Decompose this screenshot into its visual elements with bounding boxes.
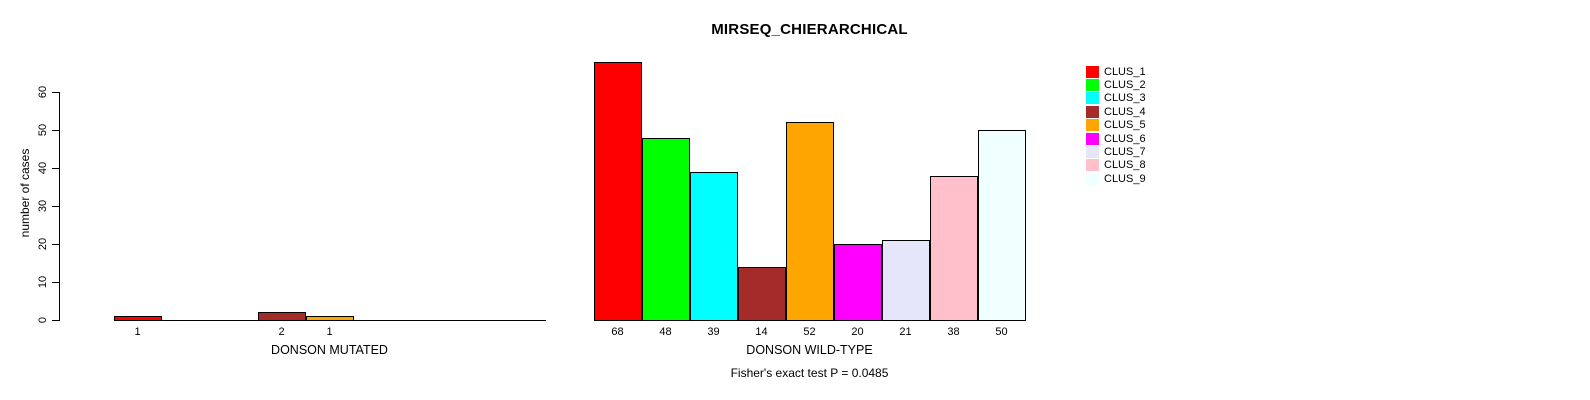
bar-clus_7-wild-type xyxy=(881,240,930,321)
bar-value-label: 1 xyxy=(326,326,333,338)
y-axis-title: number of cases xyxy=(18,148,32,238)
bar-clus_4-mutated xyxy=(257,312,306,321)
legend-label: CLUS_8 xyxy=(1104,159,1146,172)
legend-swatch-clus_5 xyxy=(1086,119,1099,132)
legend-swatch-clus_8 xyxy=(1086,159,1099,172)
chart-title: MIRSEQ_CHIERARCHICAL xyxy=(711,21,908,38)
y-axis-tick xyxy=(52,281,59,283)
legend-label: CLUS_1 xyxy=(1104,65,1146,78)
legend: CLUS_1 CLUS_2 CLUS_3 CLUS_4 CLUS_5 CLUS_6 CLUS… xyxy=(1086,65,1146,186)
bar-value-label: 38 xyxy=(947,326,960,338)
y-axis-tick xyxy=(52,167,59,169)
y-axis-tick xyxy=(52,91,59,93)
y-axis-tick-label: 0 xyxy=(37,316,49,324)
legend-label: CLUS_4 xyxy=(1104,105,1146,118)
x-axis-group-label: DONSON MUTATED xyxy=(271,343,388,357)
legend-entry: CLUS_3 xyxy=(1086,92,1146,105)
bar-clus_9-wild-type xyxy=(977,130,1026,321)
bar-value-label: 39 xyxy=(707,326,720,338)
bar-clus_5-mutated xyxy=(305,316,354,321)
legend-entry: CLUS_9 xyxy=(1086,172,1146,185)
legend-swatch-clus_9 xyxy=(1086,172,1099,185)
fisher-test-annotation: Fisher's exact test P = 0.0485 xyxy=(730,366,889,380)
legend-label: CLUS_7 xyxy=(1104,146,1146,159)
y-axis-tick-label: 10 xyxy=(37,275,49,289)
bar-value-label: 1 xyxy=(134,326,141,338)
bar-value-label: 20 xyxy=(851,326,864,338)
legend-swatch-clus_6 xyxy=(1086,132,1099,145)
bar-clus_6-wild-type xyxy=(833,244,882,321)
bar-value-label: 14 xyxy=(755,326,768,338)
y-axis-tick-label: 60 xyxy=(37,85,49,99)
legend-entry: CLUS_6 xyxy=(1086,132,1146,145)
bar-value-label: 48 xyxy=(659,326,672,338)
legend-label: CLUS_9 xyxy=(1104,172,1146,185)
bar-clus_1-mutated xyxy=(113,316,162,321)
legend-label: CLUS_6 xyxy=(1104,132,1146,145)
y-axis-tick xyxy=(52,319,59,321)
y-axis-tick-label: 30 xyxy=(37,199,49,213)
bar-clus_8-wild-type xyxy=(929,176,978,321)
legend-entry: CLUS_5 xyxy=(1086,119,1146,132)
legend-entry: CLUS_1 xyxy=(1086,65,1146,78)
y-axis-tick xyxy=(52,129,59,131)
y-axis-tick xyxy=(52,243,59,245)
legend-label: CLUS_5 xyxy=(1104,119,1146,132)
bar-clus_2-wild-type xyxy=(641,138,690,321)
y-axis-tick-label: 50 xyxy=(37,123,49,137)
legend-label: CLUS_2 xyxy=(1104,79,1146,92)
bar-value-label: 68 xyxy=(611,326,624,338)
legend-swatch-clus_2 xyxy=(1086,79,1099,92)
bar-clus_5-wild-type xyxy=(785,122,834,321)
legend-swatch-clus_3 xyxy=(1086,92,1099,105)
bar-value-label: 2 xyxy=(278,326,285,338)
legend-swatch-clus_7 xyxy=(1086,146,1099,159)
legend-entry: CLUS_2 xyxy=(1086,78,1146,92)
bar-clus_1-wild-type xyxy=(593,62,642,321)
bar-clus_4-wild-type xyxy=(737,267,786,321)
y-axis-tick-label: 20 xyxy=(37,237,49,251)
y-axis-line xyxy=(59,92,60,321)
legend-entry: CLUS_7 xyxy=(1086,145,1146,159)
legend-entry: CLUS_8 xyxy=(1086,159,1146,172)
bar-value-label: 21 xyxy=(899,326,912,338)
x-axis-group-label: DONSON WILD-TYPE xyxy=(746,343,873,357)
legend-entry: CLUS_4 xyxy=(1086,105,1146,118)
y-axis-tick-label: 40 xyxy=(37,161,49,175)
bar-value-label: 50 xyxy=(995,326,1008,338)
legend-label: CLUS_3 xyxy=(1104,92,1146,105)
y-axis-tick xyxy=(52,205,59,207)
bar-value-label: 52 xyxy=(803,326,816,338)
bar-clus_3-wild-type xyxy=(689,172,738,321)
legend-swatch-clus_1 xyxy=(1086,65,1099,78)
legend-swatch-clus_4 xyxy=(1086,105,1099,118)
